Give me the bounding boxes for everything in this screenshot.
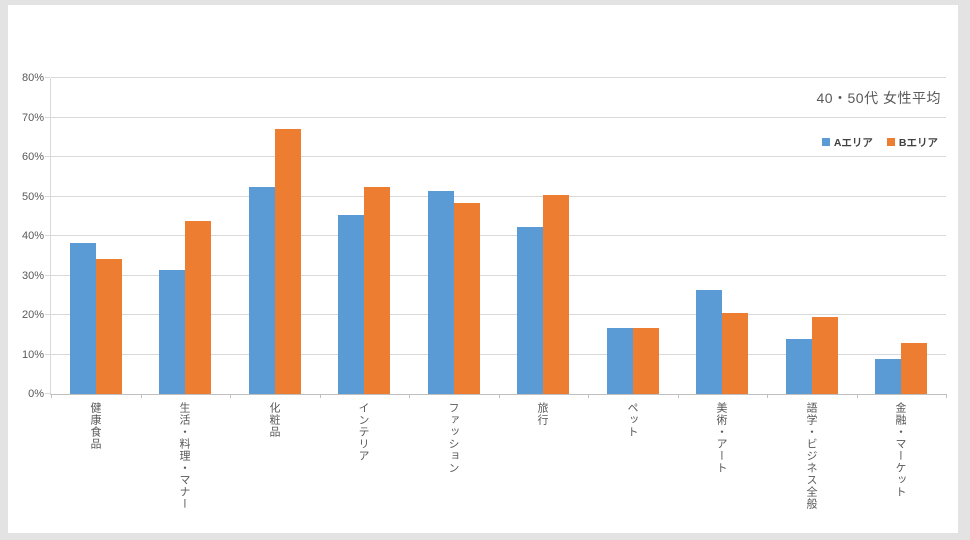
chart-card: 40・50代 女性平均 Aエリア Bエリア 0% 10% 20% 30% 40% 50% 60… bbox=[8, 5, 958, 533]
bar-series-b[interactable] bbox=[454, 203, 480, 394]
bar-series-b[interactable] bbox=[901, 343, 927, 394]
x-axis-tick bbox=[140, 394, 142, 398]
legend-label: Bエリア bbox=[898, 136, 938, 149]
y-axis-tick-label: 70% bbox=[21, 111, 44, 124]
bar-series-b[interactable] bbox=[722, 313, 748, 394]
x-axis-tick bbox=[51, 394, 52, 398]
y-axis-tick-label: 60% bbox=[21, 151, 44, 163]
bar-series-a[interactable] bbox=[249, 187, 275, 394]
y-axis-tick bbox=[45, 393, 50, 394]
y-axis-tick bbox=[45, 353, 50, 355]
chart-legend: Aエリア Bエリア bbox=[821, 135, 938, 150]
bar-series-b[interactable] bbox=[275, 129, 301, 394]
x-axis-tick bbox=[230, 394, 231, 398]
x-axis-tick bbox=[498, 394, 500, 398]
x-axis-category-label: ペット bbox=[626, 402, 638, 438]
bar-series-a[interactable] bbox=[159, 270, 185, 394]
gridline bbox=[51, 195, 946, 197]
gridline bbox=[51, 314, 946, 315]
legend-item[interactable]: Aエリア bbox=[821, 135, 873, 150]
bar-series-b[interactable] bbox=[96, 259, 122, 394]
y-axis-tick bbox=[45, 156, 50, 157]
x-axis-tick bbox=[946, 394, 947, 398]
x-axis-category-label: 語学・ビジネス全般 bbox=[805, 402, 817, 510]
y-axis-tick-label: 30% bbox=[21, 269, 44, 282]
bar-series-a[interactable] bbox=[696, 290, 722, 394]
legend-color-swatch bbox=[821, 138, 830, 146]
y-axis-tick bbox=[45, 274, 50, 276]
x-axis-category-label: 旅行 bbox=[536, 402, 548, 426]
bar-series-a[interactable] bbox=[786, 339, 812, 394]
gridline bbox=[51, 274, 946, 276]
x-axis-tick bbox=[856, 394, 858, 398]
x-axis-tick bbox=[588, 394, 589, 398]
x-axis-tick bbox=[409, 394, 410, 398]
y-axis-tick bbox=[45, 77, 50, 78]
chart-title: 40・50代 女性平均 bbox=[816, 90, 941, 106]
y-axis-tick bbox=[45, 116, 50, 118]
legend-item[interactable]: Bエリア bbox=[886, 135, 938, 150]
bar-series-a[interactable] bbox=[338, 215, 364, 394]
x-axis-category-label: 美術・アート bbox=[715, 402, 727, 474]
gridline bbox=[51, 116, 946, 118]
gridline bbox=[51, 77, 946, 78]
legend-color-swatch bbox=[886, 138, 895, 146]
x-axis-category-label: 健康食品 bbox=[89, 402, 101, 450]
bar-series-a[interactable] bbox=[428, 191, 454, 394]
y-axis-labels: 0% 10% 20% 30% 40% 50% 60% 70% 80% bbox=[8, 72, 48, 400]
bar-series-b[interactable] bbox=[812, 317, 838, 394]
gridline bbox=[51, 353, 946, 355]
x-axis-category-label: インテリア bbox=[357, 402, 369, 462]
y-axis-tick-label: 10% bbox=[21, 348, 44, 361]
plot-area: 健康食品 生活・料理・マナー 化粧品 インテリア ファッション 旅行 ペット 美術・アート 語学… bbox=[45, 77, 947, 510]
bar-series-a[interactable] bbox=[517, 227, 543, 394]
bar-series-a[interactable] bbox=[875, 359, 901, 394]
y-axis-tick-label: 0% bbox=[28, 388, 44, 400]
gridline bbox=[51, 235, 946, 236]
x-axis-tick bbox=[677, 394, 679, 398]
x-axis-category-label: 化粧品 bbox=[268, 402, 280, 438]
bar-series-b[interactable] bbox=[185, 221, 211, 394]
y-axis-tick-label: 20% bbox=[21, 309, 44, 321]
x-axis-category-label: 生活・料理・マナー bbox=[178, 402, 190, 510]
legend-label: Aエリア bbox=[833, 136, 873, 149]
y-axis-tick-label: 40% bbox=[21, 230, 44, 242]
x-axis-tick bbox=[319, 394, 321, 398]
y-axis-tick bbox=[45, 314, 50, 315]
x-axis-category-label: 金融・マーケット bbox=[894, 402, 906, 498]
x-axis-tick bbox=[767, 394, 768, 398]
bar-series-b[interactable] bbox=[543, 195, 569, 394]
bar-series-a[interactable] bbox=[607, 328, 633, 394]
gridline bbox=[51, 156, 946, 157]
bar-series-b[interactable] bbox=[364, 187, 390, 394]
y-axis-tick bbox=[45, 235, 50, 236]
bar-series-b[interactable] bbox=[633, 328, 659, 394]
y-axis-tick-label: 50% bbox=[21, 190, 44, 203]
x-axis-category-label: ファッション bbox=[447, 402, 459, 474]
y-axis-tick-label: 80% bbox=[21, 72, 44, 84]
y-axis-tick bbox=[45, 195, 50, 197]
bar-series-a[interactable] bbox=[70, 243, 96, 394]
